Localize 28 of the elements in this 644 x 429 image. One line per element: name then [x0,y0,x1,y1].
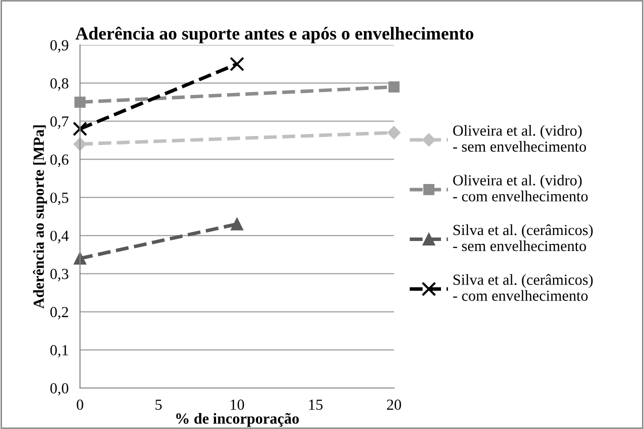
y-axis-title: Aderência ao suporte [MPa] [32,125,48,309]
point [74,96,86,108]
y-tick-label: 0,9 [50,40,68,53]
y-tick-label: 0,3 [50,268,68,282]
point [388,81,400,92]
x-tick-label: 20 [387,400,402,410]
legend-label: Oliveira et al. (vidro) - com envelhecimento [453,174,588,202]
y-tick-label: 0,5 [50,192,68,206]
chart-title: Aderência ao suporte antes e após o envelhecimento [76,26,474,44]
y-tick-label: 0,2 [50,306,68,320]
legend-label: Oliveira et al. (vidro) - sem envelhecimento [453,125,586,152]
x-tick-label: 10 [230,400,244,410]
x-tick-label: 0 [76,400,84,410]
x-axis-title: % de incorporação [176,412,299,427]
legend-label: Silva et al. (cerâmicos) - com envelhecimento [453,274,593,301]
y-tick-label: 0,4 [50,230,69,244]
y-tick-label: 0,8 [50,78,68,91]
point [387,126,401,140]
y-tick-label: 0,7 [50,116,68,129]
point [230,218,244,230]
point [230,56,244,72]
point [72,122,88,136]
legend-label: Silva et al. (cerâmicos) - sem envelhecimento [453,224,593,252]
y-tick-label: 0,1 [50,345,68,358]
y-tick-label: 0,6 [50,154,68,167]
x-tick-label: 15 [309,400,323,410]
y-tick-label: 0,0 [50,383,68,396]
x-tick-label: 5 [156,400,162,410]
